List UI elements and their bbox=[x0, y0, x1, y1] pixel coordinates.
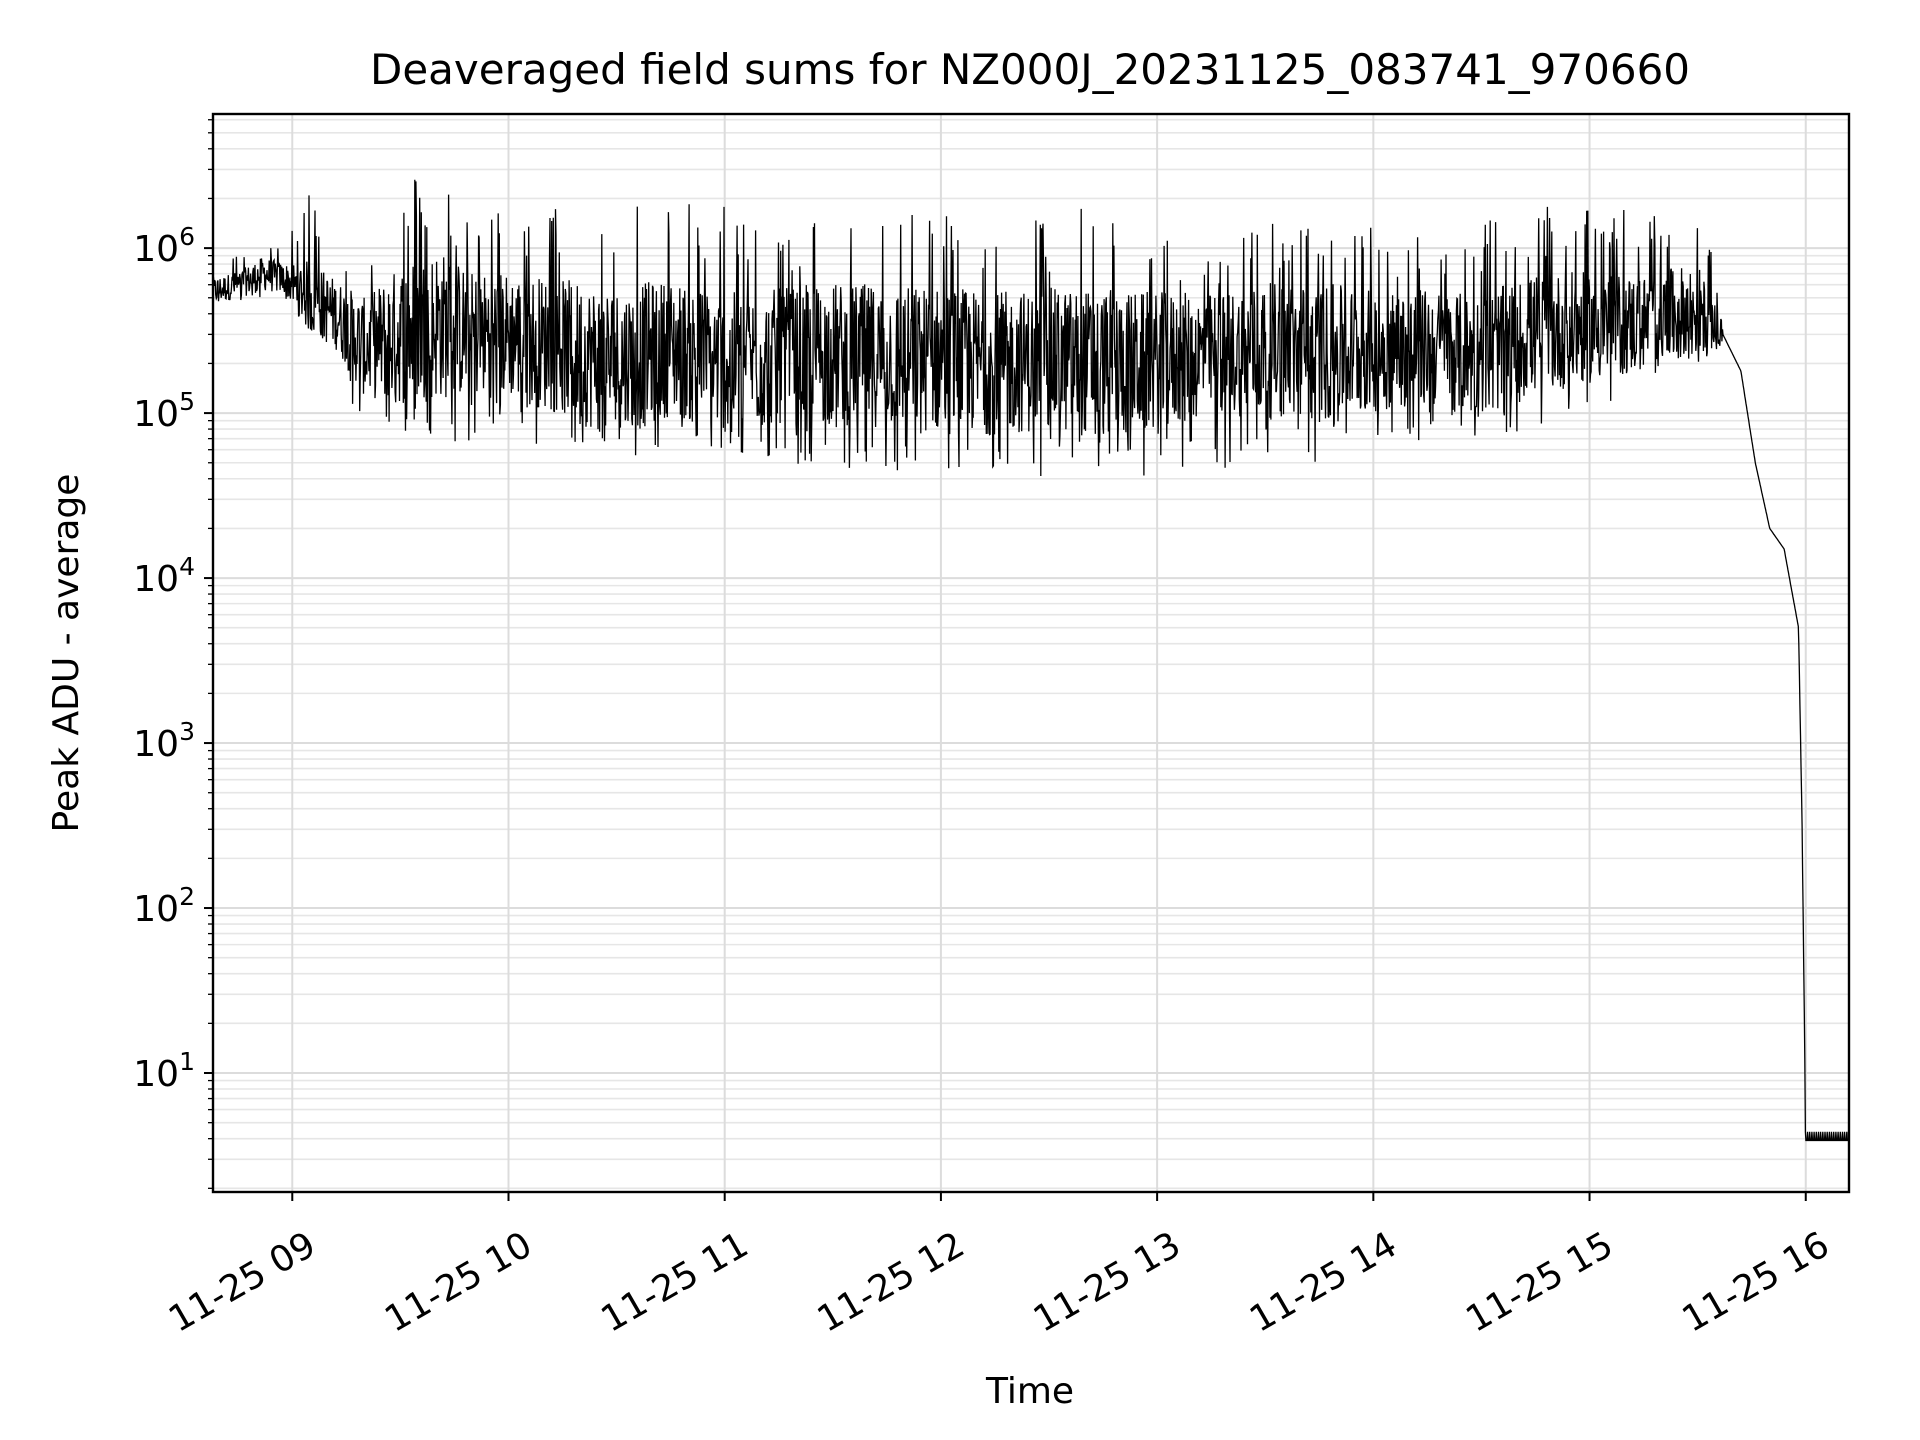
y-tick-label: 106 bbox=[133, 222, 195, 270]
plot-frame bbox=[211, 112, 1851, 1194]
x-tick-label: 11-25 09 bbox=[162, 1224, 323, 1340]
x-tick-label: 11-25 12 bbox=[811, 1224, 972, 1340]
series-line bbox=[212, 179, 1850, 1142]
x-tick-label: 11-25 11 bbox=[595, 1224, 756, 1340]
y-axis: 101 102 103 104 105 106 bbox=[133, 119, 213, 1189]
y-tick-label: 104 bbox=[133, 552, 195, 600]
y-tick-label: 102 bbox=[133, 882, 195, 930]
x-tick-label: 11-25 15 bbox=[1459, 1224, 1620, 1340]
x-tick-label: 11-25 16 bbox=[1676, 1224, 1837, 1340]
x-axis: 11-25 09 11-25 10 11-25 11 11-25 12 11-25 13… bbox=[162, 1192, 1836, 1341]
chart-title: Deaveraged field sums for NZ000J_2023112… bbox=[370, 45, 1690, 94]
series-layer bbox=[212, 179, 1850, 1142]
y-tick-label: 105 bbox=[133, 387, 195, 435]
y-tick-label: 101 bbox=[133, 1047, 195, 1095]
x-tick-label: 11-25 10 bbox=[378, 1224, 539, 1340]
x-axis-label: Time bbox=[985, 1371, 1074, 1412]
y-tick-label: 103 bbox=[133, 717, 195, 765]
y-axis-label: Peak ADU - average bbox=[46, 474, 87, 833]
x-tick-label: 11-25 14 bbox=[1243, 1224, 1404, 1340]
x-tick-label: 11-25 13 bbox=[1027, 1224, 1188, 1340]
